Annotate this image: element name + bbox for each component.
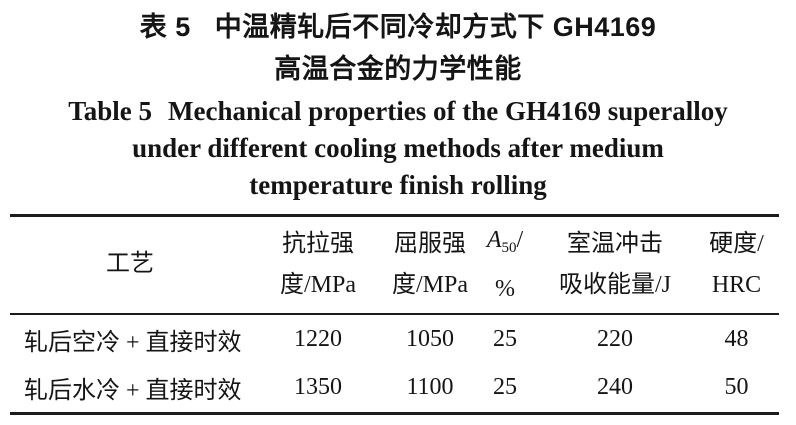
caption-en-line1: Table 5 Mechanical properties of the GH41… — [0, 93, 796, 130]
cell-tensile-strength: 1220 — [294, 325, 342, 352]
cell-elongation: 25 — [493, 325, 517, 352]
a50-symbol: A — [486, 226, 502, 253]
caption-en: Table 5 Mechanical properties of the GH41… — [0, 93, 796, 204]
caption-zh-line2: 高温合金的力学性能 — [274, 54, 522, 84]
caption-en-table-number: Table 5 — [68, 96, 153, 126]
col-header-impact-energy: 室温冲击 吸收能量/J — [558, 230, 671, 298]
a50-subscript: 50 — [501, 239, 517, 256]
cell-yield-strength: 1050 — [406, 325, 454, 352]
header-row: 工艺 抗拉强 度/MPa 屈服强 度/MPa A50/ % 室温冲击 吸收能量/… — [10, 216, 779, 314]
caption-zh-table-number: 表 5 — [139, 12, 191, 42]
caption-en-line3: temperature finish rolling — [249, 170, 547, 200]
caption-zh: 表 5 中温精轧后不同冷却方式下 GH4169 高温合金的力学性能 — [0, 0, 796, 90]
mechanical-properties-table: 工艺 抗拉强 度/MPa 屈服强 度/MPa A50/ % 室温冲击 吸收能量/… — [10, 214, 779, 415]
caption-zh-line1: 表 5 中温精轧后不同冷却方式下 GH4169 — [0, 6, 796, 48]
col-header-process: 工艺 — [10, 216, 250, 314]
a50-slash: / — [516, 226, 524, 253]
col-header-elongation-a50: A50/ % — [474, 216, 536, 314]
col-header-tensile-strength: 抗拉强 度/MPa — [279, 230, 356, 298]
cell-process: 轧后水冷 + 直接时效 — [24, 378, 242, 405]
a50-percent: % — [495, 275, 515, 302]
cell-yield-strength: 1100 — [406, 374, 454, 401]
table-row-air-cooling: 轧后空冷 + 直接时效 1220 1050 25 220 48 — [10, 314, 779, 364]
cell-hardness: 50 — [724, 374, 749, 401]
cell-elongation: 25 — [493, 374, 517, 401]
caption-en-title-part1: Mechanical properties of the GH4169 supe… — [168, 96, 728, 126]
cell-process: 轧后空冷 + 直接时效 — [24, 329, 242, 356]
col-header-process-label: 工艺 — [106, 251, 154, 278]
col-header-hardness: 硬度/ HRC — [709, 230, 764, 298]
cell-hardness: 48 — [724, 325, 749, 352]
caption-zh-title-part1: 中温精轧后不同冷却方式下 GH4169 — [214, 12, 657, 42]
table-row-water-cooling: 轧后水冷 + 直接时效 1350 1100 25 240 50 — [10, 364, 779, 414]
cell-impact-energy: 240 — [597, 374, 633, 401]
cell-tensile-strength: 1350 — [294, 374, 342, 401]
caption-en-line2: under different cooling methods after me… — [132, 133, 664, 163]
col-header-yield-strength: 屈服强 度/MPa — [391, 230, 468, 298]
cell-impact-energy: 220 — [597, 325, 633, 352]
